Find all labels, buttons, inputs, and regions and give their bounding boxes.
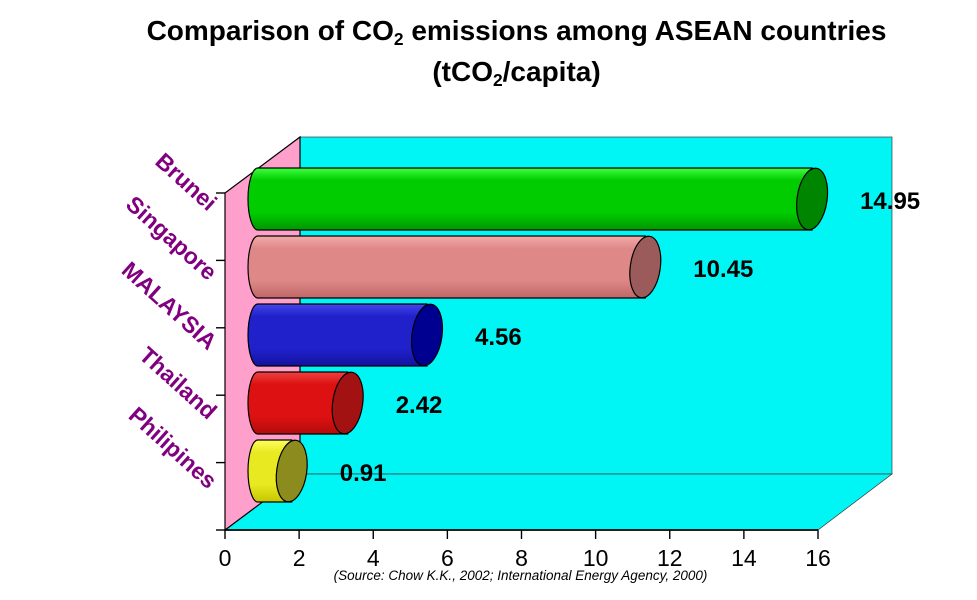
- bar-singapore: [247, 235, 662, 299]
- source-note: (Source: Chow K.K., 2002; International …: [333, 568, 708, 583]
- cylinder-body: [247, 235, 646, 299]
- x-tick-label: 8: [515, 545, 528, 571]
- value-label: 14.95: [860, 188, 920, 215]
- cylinder-cap: [275, 439, 308, 503]
- value-label: 4.56: [475, 324, 522, 351]
- bar-thailand: [247, 371, 364, 435]
- x-tick-label: 14: [731, 545, 757, 571]
- cylinder-cap: [331, 371, 364, 435]
- cylinder-cap: [629, 235, 662, 299]
- chart-title-line1: Comparison of CO2 emissions among ASEAN …: [146, 15, 887, 49]
- value-label: 10.45: [693, 256, 753, 283]
- x-tick-label: 10: [583, 545, 609, 571]
- cylinder-body: [247, 167, 813, 231]
- bar-brunei: [247, 167, 829, 231]
- x-tick-label: 16: [805, 545, 831, 571]
- x-tick-label: 0: [219, 545, 232, 571]
- cylinder-body: [247, 303, 428, 367]
- chart-title-line2: (tCO2/capita): [432, 56, 601, 90]
- subtitle-subscript: 2: [492, 69, 503, 90]
- x-tick-label: 2: [293, 545, 306, 571]
- floor: [223, 473, 894, 531]
- value-label: 2.42: [396, 392, 443, 419]
- cylinder-cap: [410, 303, 444, 367]
- x-tick-label: 12: [657, 545, 683, 571]
- bar-malaysia: [247, 303, 444, 367]
- chart-title: Comparison of CO2 emissions among ASEAN …: [0, 12, 977, 94]
- cylinder-cap: [796, 167, 829, 231]
- cylinder-body: [247, 371, 349, 435]
- bar-philipines: [247, 439, 308, 503]
- x-tick-label: 4: [367, 545, 380, 571]
- value-label: 0.91: [340, 460, 387, 487]
- category-label-brunei: Brunei: [151, 148, 223, 216]
- title-subscript: 2: [393, 28, 404, 49]
- x-tick-label: 6: [441, 545, 454, 571]
